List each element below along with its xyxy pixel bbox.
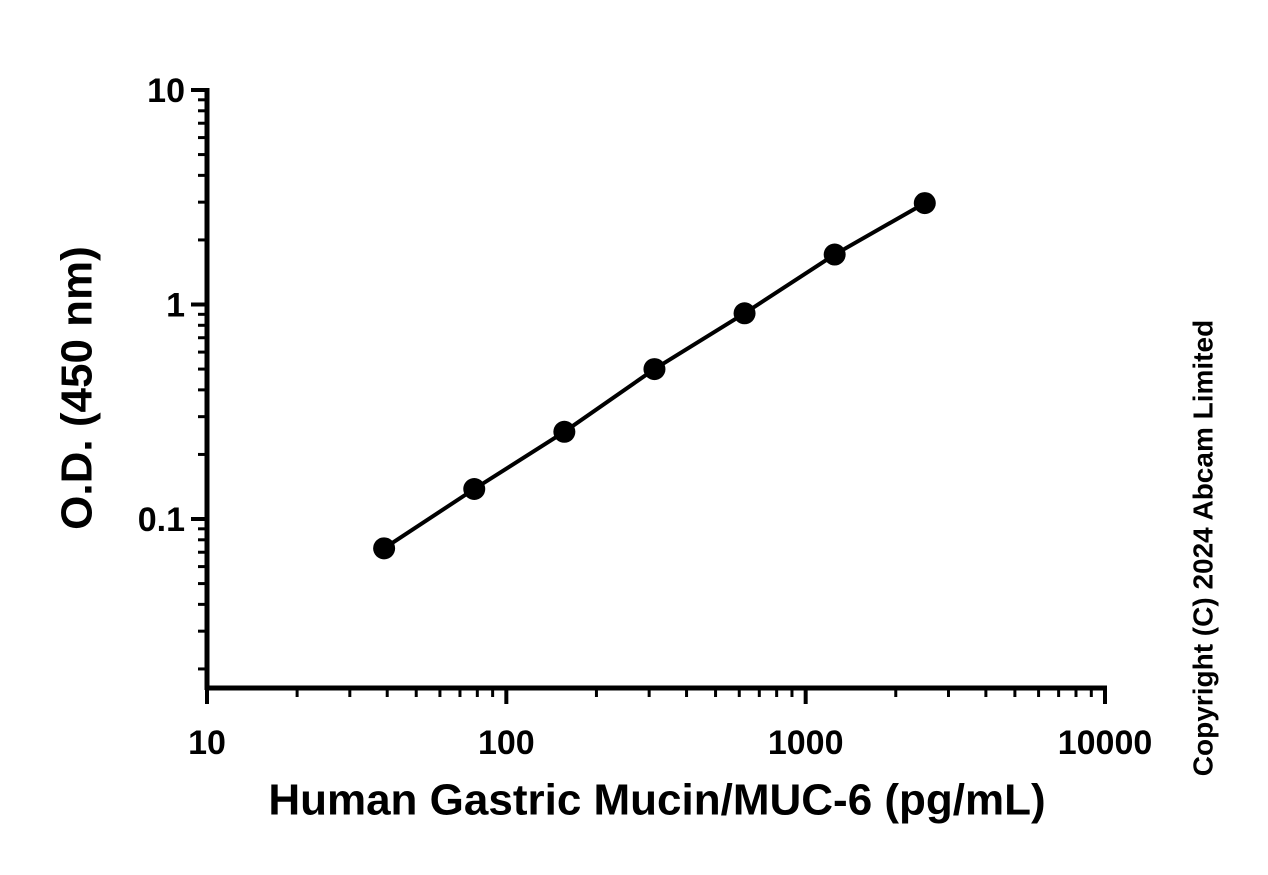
data-point [823, 243, 846, 266]
x-axis-label: Human Gastric Mucin/MUC-6 (pg/mL) [268, 776, 1045, 825]
copyright: Copyright (C) 2024 Abcam Limited [1187, 320, 1218, 776]
x-tick-label: 1000 [768, 724, 844, 762]
x-tick-label: 10000 [1058, 724, 1153, 762]
data-point [373, 537, 396, 560]
y-tick-label: 0.1 [138, 501, 185, 539]
x-tick-label: 10 [188, 724, 226, 762]
data-point [463, 478, 486, 501]
data-point [553, 420, 576, 443]
x-tick-label: 100 [478, 724, 535, 762]
data-point [913, 192, 936, 215]
data-point [643, 358, 666, 381]
y-tick-label: 1 [166, 287, 185, 325]
data-point [733, 302, 756, 325]
y-tick-label: 10 [147, 72, 185, 110]
y-axis-label: O.D. (450 nm) [53, 246, 102, 530]
